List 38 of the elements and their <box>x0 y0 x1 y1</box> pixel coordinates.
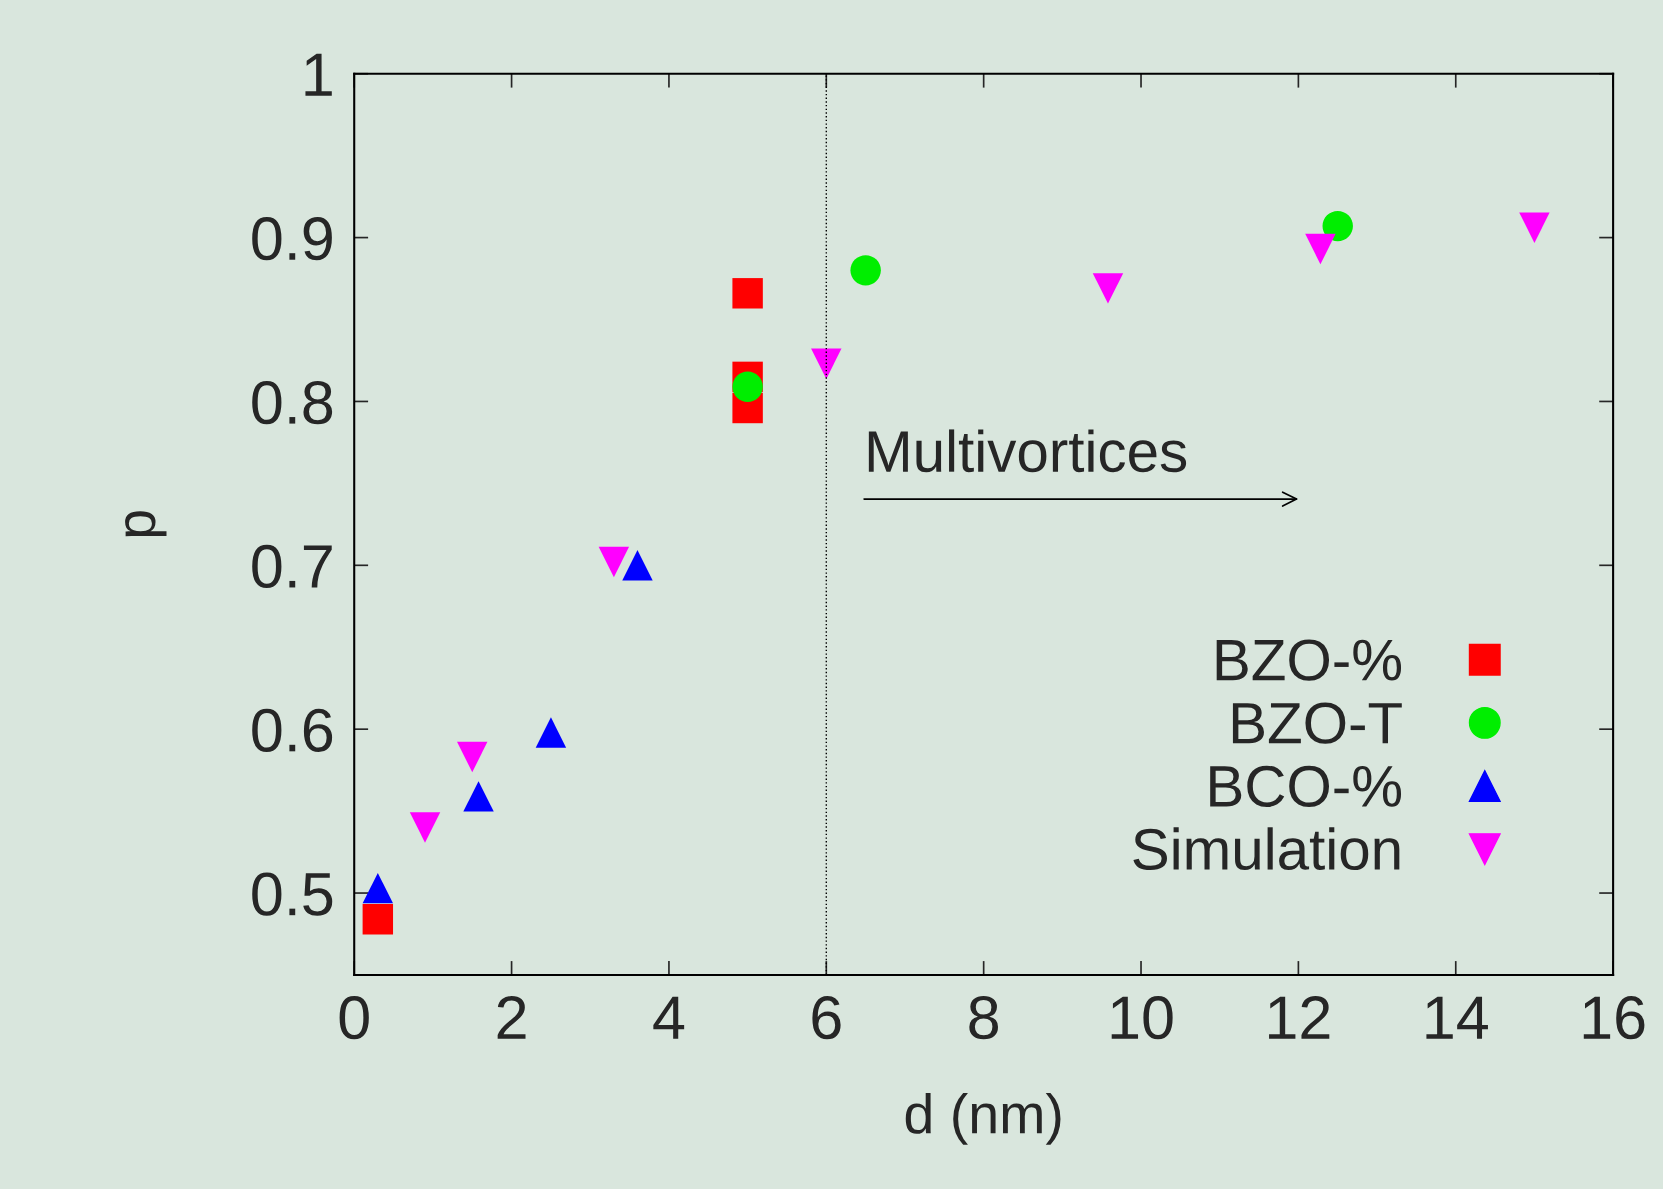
y-tick-label: 0.9 <box>252 217 332 261</box>
y-axis-title: p <box>125 511 167 537</box>
legend-label: BZO-% <box>1216 639 1402 681</box>
annotation: Multivortices <box>868 429 1187 473</box>
x-tick-label: 4 <box>653 996 685 1039</box>
y-tick-label: 1 <box>305 53 332 96</box>
y-tick-label: 0.6 <box>252 708 333 752</box>
x-tick-label: 16 <box>1583 996 1645 1040</box>
point <box>732 371 763 402</box>
x-tick-label: 10 <box>1111 996 1173 1040</box>
point <box>850 255 881 286</box>
x-tick-label: 6 <box>812 996 841 1040</box>
x-tick-label: 14 <box>1426 996 1488 1039</box>
point <box>598 546 630 578</box>
point <box>732 278 763 309</box>
x-tick-label: 2 <box>497 996 526 1039</box>
point <box>362 904 394 935</box>
point <box>463 781 494 812</box>
point <box>409 812 441 843</box>
point <box>1092 273 1124 304</box>
y-tick-label: 0.8 <box>252 380 333 425</box>
point <box>622 550 653 581</box>
point <box>1322 210 1353 242</box>
legend-label: Simulation <box>1133 827 1400 871</box>
point <box>362 872 394 904</box>
point <box>1305 233 1336 265</box>
point <box>1519 212 1550 243</box>
legend-label: BCO-% <box>1210 765 1402 807</box>
legend-label: BZO-T <box>1232 702 1402 744</box>
point <box>457 741 488 773</box>
y-tick-label: 0.7 <box>252 544 332 589</box>
x-tick-label: 0 <box>339 996 369 1040</box>
point <box>811 348 842 379</box>
x-tick-label: 12 <box>1269 996 1330 1039</box>
x-tick-label: 8 <box>969 996 998 1040</box>
point <box>535 717 567 748</box>
x-axis-title: d (nm) <box>905 1093 1061 1145</box>
y-tick-label: 0.5 <box>252 872 333 916</box>
